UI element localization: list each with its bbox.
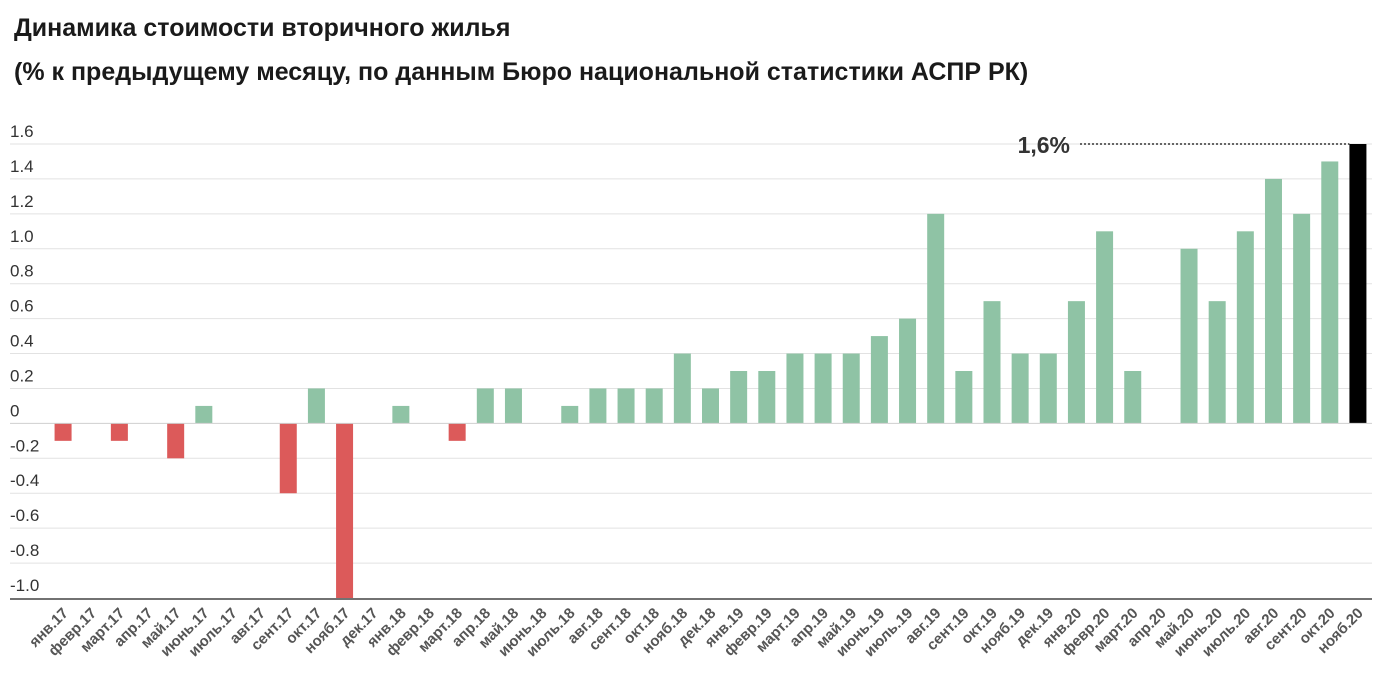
- bar-окт.20: [1321, 161, 1339, 424]
- bar-май.18: [504, 388, 522, 424]
- bar-окт.18: [645, 388, 663, 424]
- chart-title: Динамика стоимости вторичного жилья: [14, 14, 511, 42]
- bar-февр.20: [1096, 231, 1114, 424]
- bar-май.17: [167, 423, 185, 459]
- bar-дек.18: [702, 388, 719, 424]
- y-tick-label: -0.2: [10, 436, 39, 455]
- y-tick-label: 1.6: [10, 122, 34, 141]
- bar-нояб.20: [1349, 144, 1367, 424]
- y-tick-label: 1.0: [10, 227, 34, 246]
- bar-дек.19: [1039, 353, 1057, 424]
- bar-май.19: [842, 353, 860, 424]
- bar-июль.20: [1236, 231, 1254, 424]
- bar-окт.19: [983, 301, 1001, 424]
- bar-нояб.18: [673, 353, 691, 424]
- bar-июль.18: [561, 405, 579, 424]
- chart-subtitle: (% к предыдущему месяцу, по данным Бюро …: [14, 58, 1029, 86]
- bar-май.20: [1180, 248, 1198, 424]
- bar-окт.17: [307, 388, 325, 424]
- y-tick-label: 0.8: [10, 262, 34, 281]
- bar-март.17: [110, 423, 128, 441]
- y-tick-label: -1.0: [10, 576, 39, 595]
- annotation-label: 1,6%: [1018, 132, 1070, 158]
- grid-lines: [10, 143, 1372, 564]
- bar-февр.19: [758, 371, 776, 424]
- y-tick-label: 0: [10, 401, 19, 420]
- bar-сент.19: [955, 371, 973, 424]
- bar-март.20: [1124, 371, 1142, 424]
- bar-март.19: [786, 353, 804, 424]
- x-axis-tick-labels: янв.17февр.17март.17апр.17май.17июнь.17и…: [26, 605, 1367, 660]
- bar-апр.18: [476, 388, 494, 424]
- annotation: 1,6%: [1018, 132, 1350, 158]
- bar-март.18: [448, 423, 466, 441]
- bar-апр.19: [814, 353, 832, 424]
- y-tick-label: 0.4: [10, 332, 34, 351]
- y-axis-tick-labels: 1.6 1.4 1.2 1.0 0.8 0.6 0.4 0.2 0 -0.2 -0.4 -0.6 -0.…: [10, 122, 39, 595]
- axis-lines: [10, 422, 1372, 600]
- bars: [54, 144, 1367, 598]
- bar-янв.18: [392, 405, 410, 424]
- bar-нояб.17: [336, 423, 354, 598]
- y-tick-label: -0.6: [10, 506, 39, 525]
- bar-июнь.20: [1208, 301, 1226, 424]
- y-tick-label: -0.8: [10, 541, 39, 560]
- y-tick-label: 1.2: [10, 192, 34, 211]
- bar-янв.19: [730, 371, 748, 424]
- bar-сент.18: [617, 388, 635, 424]
- bar-июнь.17: [195, 405, 213, 424]
- bar-авг.19: [927, 213, 945, 424]
- y-tick-label: 1.4: [10, 157, 34, 176]
- bar-июль.19: [899, 318, 917, 424]
- bar-авг.20: [1264, 178, 1282, 424]
- bar-сент.20: [1293, 213, 1311, 424]
- bar-нояб.19: [1011, 353, 1029, 424]
- bar-авг.18: [589, 388, 607, 424]
- y-tick-label: 0.2: [10, 366, 34, 385]
- bar-июнь.19: [870, 336, 888, 424]
- bar-янв.20: [1067, 301, 1085, 424]
- bar-янв.17: [54, 423, 72, 441]
- y-tick-label: -0.4: [10, 471, 39, 490]
- bar-сент.17: [279, 423, 297, 494]
- y-tick-label: 0.6: [10, 297, 34, 316]
